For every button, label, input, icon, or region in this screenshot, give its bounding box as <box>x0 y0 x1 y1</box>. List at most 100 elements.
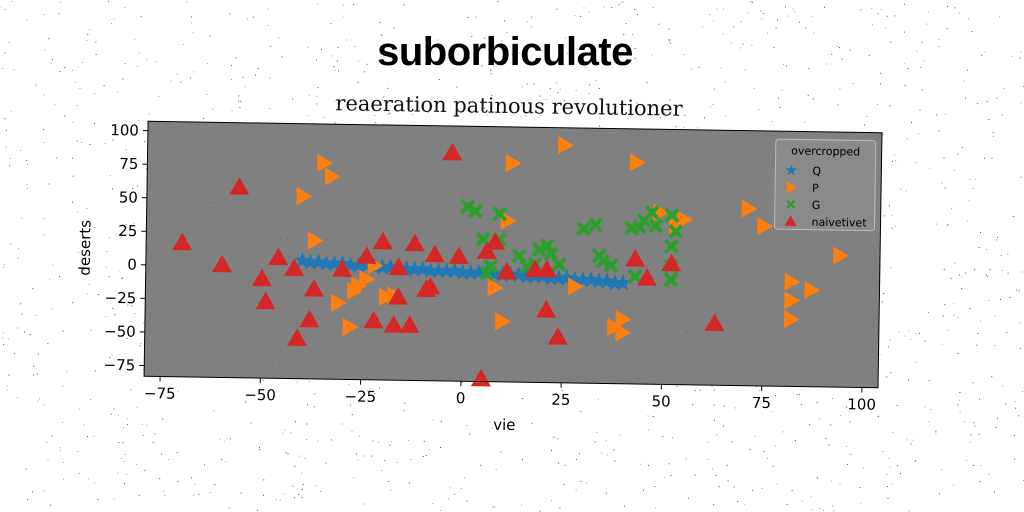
data-point <box>351 276 368 295</box>
y-tick-label: −25 <box>104 289 136 307</box>
data-point <box>615 310 632 329</box>
data-point <box>286 328 307 347</box>
data-point <box>404 233 425 252</box>
legend-label: G <box>812 199 821 212</box>
data-point <box>598 272 616 289</box>
data-point <box>485 232 506 250</box>
data-point <box>211 254 232 273</box>
data-point <box>627 268 643 285</box>
data-point <box>251 268 272 287</box>
data-point <box>558 269 576 286</box>
legend-marker-G <box>786 199 796 209</box>
data-point <box>303 278 324 297</box>
series-naivetivet <box>172 142 725 387</box>
y-tick-label: −50 <box>104 322 136 340</box>
data-point <box>268 247 289 266</box>
data-point <box>567 277 584 296</box>
data-point <box>483 258 499 274</box>
data-point <box>438 261 456 279</box>
data-point <box>536 259 557 278</box>
series-P <box>296 136 849 342</box>
legend-label: naivetivet <box>811 216 867 230</box>
data-point <box>476 241 497 260</box>
data-point <box>550 269 568 286</box>
data-point <box>644 204 660 220</box>
data-point <box>804 280 821 299</box>
data-point <box>574 270 592 288</box>
data-point <box>603 257 619 274</box>
data-point <box>229 177 250 195</box>
data-point <box>301 253 319 270</box>
data-point <box>543 246 559 262</box>
data-point <box>468 203 484 219</box>
data-point <box>661 253 682 272</box>
data-point <box>414 260 432 277</box>
data-point <box>330 293 347 312</box>
data-point <box>357 256 376 273</box>
data-point <box>448 246 469 265</box>
data-point <box>446 262 464 279</box>
data-point <box>557 136 574 155</box>
x-tick-label: −75 <box>144 384 176 402</box>
data-point <box>607 318 624 337</box>
data-point <box>307 231 324 250</box>
legend-label: P <box>812 182 819 195</box>
data-point <box>496 261 517 280</box>
data-point <box>356 246 377 264</box>
data-point <box>566 270 584 287</box>
chart-title: suborbiculate <box>377 30 633 74</box>
plot-frame <box>143 120 883 389</box>
y-axis-label: deserts <box>76 220 95 276</box>
data-point <box>317 153 333 172</box>
data-point <box>536 300 557 318</box>
data-point <box>284 258 305 277</box>
data-point <box>539 238 555 254</box>
data-point <box>317 254 335 272</box>
x-axis: −75 −50 −25 0 25 50 75 100 <box>144 376 876 414</box>
data-point <box>430 261 448 279</box>
data-point <box>531 241 547 258</box>
data-point <box>783 310 800 329</box>
data-point <box>648 218 664 234</box>
x-tick-label: −50 <box>244 386 276 404</box>
data-point <box>704 313 725 332</box>
data-point <box>629 153 646 172</box>
data-point <box>606 273 624 291</box>
data-point <box>833 246 849 265</box>
y-axis: −75 −50 −25 0 25 50 75 100 <box>103 121 148 374</box>
data-point <box>324 167 341 186</box>
data-point <box>741 199 758 218</box>
data-point <box>492 206 508 222</box>
data-point <box>590 272 608 289</box>
data-point <box>664 207 680 223</box>
data-point <box>677 210 694 229</box>
x-tick-label: −25 <box>344 387 376 405</box>
data-point <box>359 269 376 288</box>
x-tick-label: 25 <box>551 391 570 409</box>
data-point <box>486 265 504 282</box>
data-point <box>551 257 567 273</box>
y-tick-label: 50 <box>119 188 138 206</box>
plot-area <box>144 121 882 388</box>
data-point <box>595 253 611 269</box>
data-point <box>784 291 801 310</box>
y-tick-label: 25 <box>118 222 137 240</box>
data-point <box>454 263 472 280</box>
data-point <box>487 278 504 297</box>
data-point <box>462 263 480 281</box>
data-point <box>349 256 367 273</box>
data-point <box>372 231 393 250</box>
legend-marker-naivetivet <box>784 215 797 226</box>
data-point <box>309 253 327 270</box>
y-tick-label: 75 <box>119 155 138 173</box>
data-point <box>379 287 395 306</box>
data-point <box>325 254 343 272</box>
data-point <box>293 251 311 268</box>
data-point <box>363 310 384 329</box>
data-point <box>420 276 441 295</box>
data-point <box>505 154 522 173</box>
legend-title: overcropped <box>791 144 860 158</box>
data-point <box>381 258 400 275</box>
